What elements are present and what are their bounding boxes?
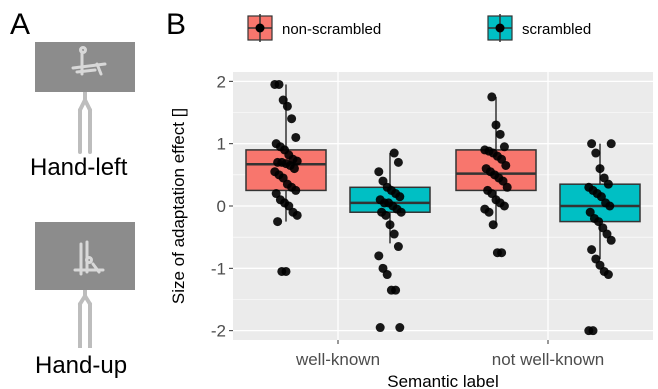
data-point [292, 156, 302, 166]
data-point [291, 132, 301, 142]
data-point [491, 120, 501, 130]
data-point [484, 207, 494, 217]
data-point [605, 201, 615, 211]
legend-key-point [255, 23, 265, 33]
data-point [287, 114, 297, 124]
stimulus-image-hand-left [35, 42, 135, 92]
y-axis-label: Size of adaptation effect [] [169, 108, 188, 304]
legend-label: non-scrambled [282, 21, 381, 38]
data-point [395, 323, 405, 333]
data-point [495, 129, 505, 139]
y-tick-label: 2 [217, 72, 226, 91]
stick-figure-legs-hand-left [78, 92, 92, 154]
data-point [389, 229, 399, 239]
stimulus-label-hand-up: Hand-up [35, 352, 128, 379]
data-point [289, 164, 299, 174]
data-point [591, 148, 601, 158]
y-tick-label: 0 [217, 197, 226, 216]
legend-key-point [495, 23, 505, 33]
stimulus-label-hand-left: Hand-left [30, 154, 128, 181]
data-point [391, 285, 401, 295]
y-axis: -2 -1 0 1 2 [211, 72, 233, 341]
data-point [273, 217, 283, 227]
data-point [488, 220, 498, 230]
data-point [374, 251, 384, 261]
data-point [587, 139, 597, 149]
stick-figure-hand-up [73, 240, 105, 276]
x-axis: well-known not well-known [295, 340, 604, 369]
data-point [292, 210, 302, 220]
legend-label: scrambled [522, 21, 591, 38]
data-point [499, 201, 509, 211]
data-point [381, 210, 391, 220]
y-tick-label: -2 [211, 322, 226, 341]
data-point [282, 101, 292, 111]
data-point [497, 248, 507, 258]
data-point [606, 139, 616, 149]
data-point [595, 164, 605, 174]
data-point [291, 185, 301, 195]
data-point [395, 192, 405, 202]
data-point [396, 207, 406, 217]
x-tick-label: not well-known [492, 350, 604, 369]
data-point [393, 157, 403, 167]
data-point [603, 270, 613, 280]
y-tick-label: -1 [211, 259, 226, 278]
x-axis-label: Semantic label [387, 372, 499, 389]
x-tick-label: well-known [295, 350, 380, 369]
box-scrambled [559, 183, 641, 223]
data-point [393, 242, 403, 252]
data-point [389, 148, 399, 158]
data-point [499, 142, 509, 152]
grid-lines [233, 72, 653, 340]
legend: non-scrambled scrambled [247, 14, 591, 42]
stick-figure-hand-left [71, 46, 107, 76]
data-point [375, 323, 385, 333]
data-point [487, 92, 497, 102]
data-point [274, 79, 284, 89]
panel-b-letter: B [166, 8, 187, 41]
y-tick-label: 1 [217, 135, 226, 154]
points-layer [270, 79, 616, 336]
data-point [382, 270, 392, 280]
data-point [606, 235, 616, 245]
panel-a-letter: A [10, 8, 31, 41]
data-point [501, 160, 511, 170]
data-point [502, 182, 512, 192]
stimulus-image-hand-up [35, 222, 135, 290]
data-point [281, 266, 291, 276]
data-point [374, 167, 384, 177]
data-point [385, 220, 395, 230]
stick-figure-legs-hand-up [78, 290, 92, 348]
data-point [588, 326, 598, 336]
data-point [587, 245, 597, 255]
data-point [603, 179, 613, 189]
